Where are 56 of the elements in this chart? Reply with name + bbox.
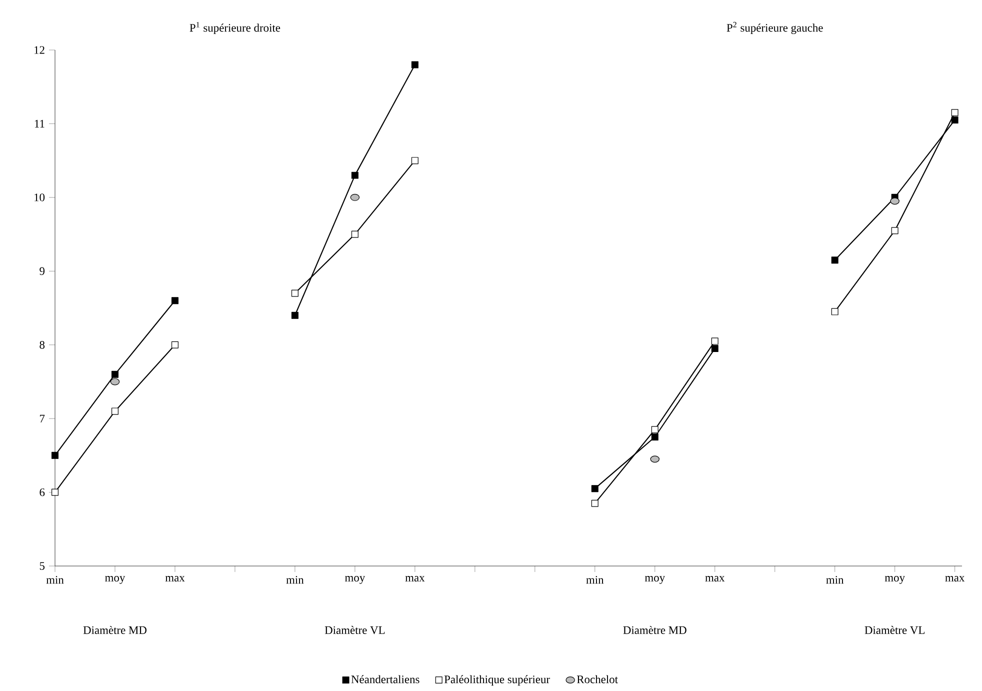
point: [951, 116, 958, 124]
text: P$^{1}$ supérieure droite: [190, 22, 280, 34]
point: [111, 408, 118, 415]
text: Diamètre MD: [623, 626, 686, 634]
legend-label: Néandertaliens: [351, 675, 420, 684]
y-tick-label: 8: [40, 341, 45, 349]
x-tick-label: moy: [105, 576, 126, 584]
y-tick-label: 5: [40, 562, 45, 570]
point: [831, 308, 838, 316]
point: [591, 485, 598, 492]
point: [651, 433, 658, 440]
x-tick-label: min: [826, 576, 844, 584]
x-tick-label: min: [46, 576, 64, 584]
point: [891, 227, 898, 234]
y-tick-label: 11: [34, 120, 44, 128]
legend-label: Paléolithique supérieur: [444, 675, 550, 686]
y-tick-label: 10: [34, 194, 45, 202]
y-tick-label: 9: [40, 267, 45, 275]
y-tick-label: 6: [40, 488, 45, 496]
point: [291, 312, 298, 319]
text: P$^{2}$ supérieure gauche: [726, 22, 823, 34]
x-tick-label: max: [165, 576, 185, 582]
point: [411, 61, 418, 68]
text: Diamètre VL: [324, 626, 385, 634]
x-tick-label: max: [945, 576, 965, 582]
point: [651, 426, 658, 434]
point: [951, 109, 958, 116]
point: [650, 456, 660, 463]
point: [110, 378, 120, 386]
point: [171, 341, 178, 348]
point: [591, 500, 598, 507]
point: [411, 157, 418, 164]
point: [291, 290, 298, 297]
point: [171, 297, 178, 304]
point: [351, 230, 358, 238]
x-tick-label: min: [286, 576, 304, 584]
legend-label: Rochelot: [576, 675, 618, 684]
y-tick-label: 7: [40, 414, 45, 422]
y-tick-label: 12: [34, 46, 44, 54]
x-tick-label: max: [705, 576, 725, 582]
point: [351, 172, 358, 179]
point: [52, 452, 58, 459]
point: [711, 338, 718, 345]
x-tick-label: max: [405, 576, 425, 582]
x-tick-label: moy: [644, 576, 666, 584]
text: Diamètre VL: [864, 626, 925, 634]
text: Diamètre MD: [83, 626, 146, 634]
x-tick-label: moy: [344, 576, 366, 584]
x-tick-label: moy: [884, 576, 905, 584]
point: [350, 194, 360, 201]
point: [52, 488, 58, 496]
point: [890, 198, 900, 205]
point: [711, 345, 718, 352]
point: [831, 256, 838, 264]
point: [111, 370, 118, 378]
x-tick-label: min: [586, 576, 604, 584]
